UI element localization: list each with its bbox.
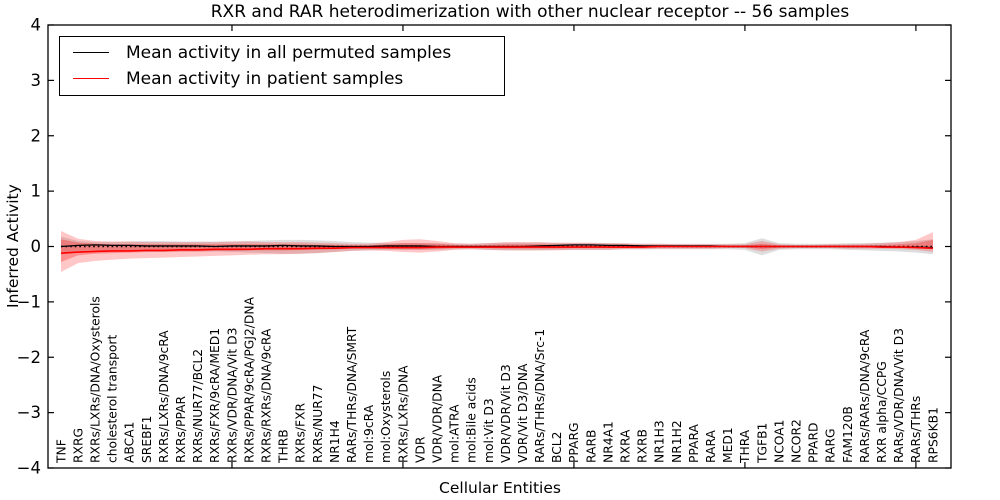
x-category-label: RXRs/VDR/DNA/Vit D3	[225, 328, 239, 463]
y-axis-label: Inferred Activity	[4, 184, 22, 308]
legend-label-permuted: Mean activity in all permuted samples	[126, 42, 452, 63]
x-category-label: VDR/VDR/DNA	[430, 374, 444, 463]
y-tick-label: 0	[31, 237, 42, 256]
legend-item-permuted: Mean activity in all permuted samples	[60, 43, 504, 63]
y-tick-label: 3	[31, 71, 42, 90]
legend: Mean activity in all permuted samples Me…	[59, 36, 505, 96]
y-tick-label: 4	[31, 16, 42, 35]
x-category-label: TNF	[54, 439, 68, 464]
band-patient_range_outer	[61, 230, 933, 272]
y-tick-label: −3	[17, 403, 41, 422]
x-category-label: RXRs/LXRs/DNA/Oxysterols	[88, 296, 102, 463]
y-tick-label: 2	[31, 126, 42, 145]
x-category-label: RXRs/LXRs/DNA	[396, 365, 410, 463]
x-category-label: RARG	[824, 428, 838, 463]
x-category-label: VDR/VDR/Vit D3	[499, 364, 513, 463]
x-category-label: THRA	[738, 429, 752, 464]
permuted-line-swatch-icon	[73, 52, 109, 54]
y-axis-ticks: −4 −3 −2 −1 0 1 2 3 4	[17, 16, 951, 478]
x-category-labels: TNF RXRG RXRs/LXRs/DNA/Oxysterols cholester…	[54, 296, 940, 464]
x-category-label: RARs/THRs/DNA/Src-1	[533, 329, 547, 463]
x-category-label: RXRs/NUR77/BCL2	[191, 349, 205, 463]
x-category-label: NR4A1	[601, 421, 615, 463]
x-category-label: SREBF1	[140, 416, 154, 463]
x-category-label: RXRA	[619, 429, 633, 463]
x-category-label: RXRs/NUR77	[311, 385, 325, 463]
series-patient-mean-line	[60, 245, 934, 254]
y-tick-label: −1	[17, 292, 41, 311]
x-category-label: NCOA1	[772, 420, 786, 463]
x-category-label: RXRs/RXRs/DNA/9cRA	[259, 328, 273, 463]
x-category-label: THRB	[277, 429, 291, 464]
x-category-label: mol:9cRA	[362, 404, 376, 463]
x-category-label: TGFB1	[755, 423, 769, 464]
x-category-label: FAM120B	[841, 406, 855, 463]
y-tick-label: 1	[31, 182, 42, 201]
x-category-label: mol:Vit D3	[482, 398, 496, 463]
x-category-label: RXRs/LXRs/DNA/9cRA	[157, 330, 171, 463]
x-category-label: RXRs/PPAR/9cRA/PGJ2/DNA	[242, 296, 256, 463]
x-category-label: RARs/THRs	[909, 396, 923, 463]
x-category-label: RXRs/FXR	[294, 402, 308, 463]
x-category-label: ABCA1	[123, 422, 137, 463]
x-category-label: RXRG	[71, 428, 85, 463]
x-category-label: VDR/Vit D3/DNA	[516, 363, 530, 463]
x-category-label: RARB	[584, 430, 598, 463]
x-category-label: BCL2	[550, 432, 564, 463]
chart-title: RXR and RAR heterodimerization with othe…	[210, 2, 850, 22]
x-category-label: NCOR2	[790, 419, 804, 463]
x-category-label: RPS6KB1	[926, 407, 940, 463]
x-category-label: RXRs/PPAR	[174, 395, 188, 463]
x-category-label: mol:Bile acids	[465, 377, 479, 463]
legend-label-patient: Mean activity in patient samples	[126, 68, 404, 89]
x-category-label: cholesterol transport	[106, 335, 120, 463]
x-category-label: NR1H3	[653, 420, 667, 463]
patient-line-swatch-icon	[73, 78, 109, 80]
x-category-label: NR1H4	[328, 420, 342, 463]
x-category-label: PPARD	[807, 423, 821, 463]
x-category-label: PPARA	[687, 423, 701, 463]
x-category-label: RARA	[704, 429, 718, 463]
x-category-label: RXRs/FXR/9cRA/MED1	[208, 328, 222, 463]
x-axis-ticks	[231, 25, 917, 468]
x-category-label: RARs/THRs/DNA/SMRT	[345, 326, 359, 463]
x-category-label: mol:Oxysterols	[379, 371, 393, 463]
x-category-label: mol:ATRA	[448, 404, 462, 463]
legend-item-patient: Mean activity in patient samples	[60, 69, 504, 89]
x-axis-label: Cellular Entities	[439, 479, 561, 497]
x-category-label: VDR	[413, 436, 427, 463]
x-category-label: RXRB	[636, 429, 650, 463]
y-tick-label: −4	[17, 459, 41, 478]
x-category-label: MED1	[721, 427, 735, 463]
x-category-label: RARs/RARs/DNA/9cRA	[858, 329, 872, 463]
x-category-label: NR1H2	[670, 420, 684, 463]
y-tick-label: −2	[17, 348, 41, 367]
x-category-label: PPARG	[567, 422, 581, 463]
x-category-label: RXR alpha/CCPG	[875, 361, 889, 463]
x-category-label: RARs/VDR/DNA/Vit D3	[892, 328, 906, 463]
